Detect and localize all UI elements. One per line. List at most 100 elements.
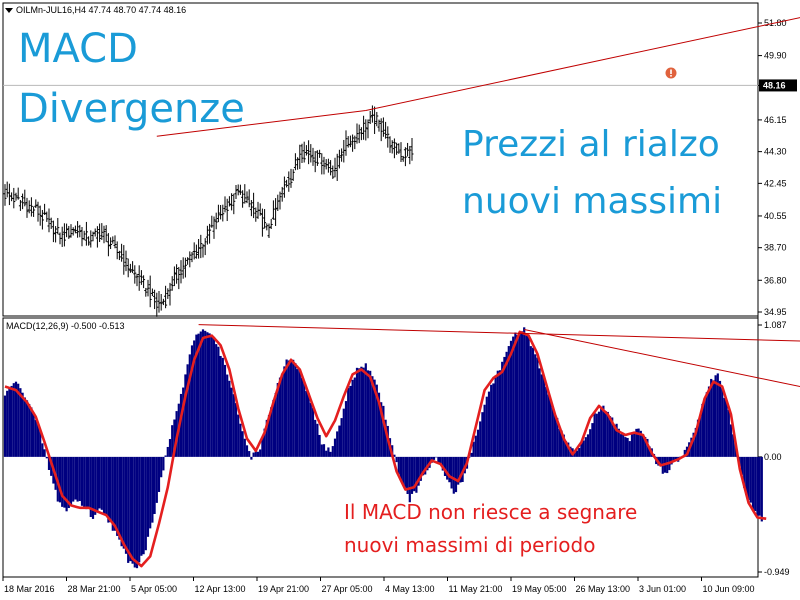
macd-bar [529,346,532,457]
macd-bar [595,413,598,457]
macd-bar [173,419,176,457]
candle [60,226,64,247]
macd-bar [204,330,207,457]
macd-bar [437,456,440,463]
macd-bar [597,411,601,457]
macd-bar [76,456,79,502]
macd-bar [534,354,537,457]
macd-bar [472,441,475,457]
macd-bar [21,392,24,457]
macd-bar [419,456,422,481]
macd-bar [12,383,15,457]
candle [311,147,315,166]
macd-bar [142,456,145,555]
candle [124,250,128,272]
macd-bar [329,451,332,457]
x-tick-label: 28 Mar 21:00 [68,584,121,594]
candle [401,155,405,162]
macd-bar [102,456,106,514]
macd-bar [182,387,185,457]
macd-histogram [3,327,763,569]
candle [102,225,106,244]
event-marker-dot [670,75,672,77]
macd-bar [353,377,356,457]
macd-bar [234,403,238,457]
candle [225,198,229,222]
macd-bar [362,367,365,457]
macd-bar [309,402,312,457]
candle [238,184,242,195]
macd-bar [382,405,385,457]
macd-bar [512,336,515,457]
price-tick-label: 40.55 [764,211,787,221]
candle [153,289,157,310]
candle [346,136,350,148]
macd-bar [448,456,451,483]
macd-bar [85,456,88,510]
macd-bar [340,418,343,457]
macd-bar [265,419,268,457]
macd-header: MACD(12,26,9) -0.500 -0.513 [6,321,125,331]
candle [82,230,86,241]
macd-bar [562,434,565,457]
macd-tick-label: -0.949 [764,567,790,577]
macd-bar [164,455,167,457]
macd-bar [179,393,183,457]
macd-trendline [524,328,800,388]
candle [157,291,161,313]
current-price-box [759,79,797,92]
macd-bar [435,456,438,458]
candle [168,282,172,306]
macd-bar [639,430,642,457]
candle [73,225,77,234]
macd-bar [476,429,480,457]
macd-bar [118,456,121,540]
macd-bar [311,407,315,457]
macd-bar [83,456,86,507]
macd-bar [325,450,328,457]
candle [111,236,115,244]
candle [392,138,396,159]
macd-bar [441,456,444,471]
current-price-label: 48.16 [763,80,786,90]
macd-bar [210,337,213,457]
x-axis: 18 Mar 2016 28 Mar 21:00 5 Apr 05:00 12 Apr… [2,577,755,594]
candle [298,144,302,170]
macd-bar [245,445,249,457]
macd-bar [91,456,95,519]
candle [109,237,113,249]
macd-bar [270,407,273,457]
macd-bar [94,456,97,515]
candle [386,126,390,148]
price-note-line-1: Prezzi al rialzo [462,124,720,165]
macd-bar [212,336,216,457]
macd-bar [190,345,194,457]
macd-bar [520,331,524,457]
macd-bar [254,451,257,457]
candle [95,226,99,248]
macd-trendline [198,324,800,342]
candle [243,184,247,204]
candle [324,159,328,170]
macd-bar [25,400,29,457]
candle [7,183,11,206]
macd-bar [641,434,645,457]
macd-bar [514,332,517,457]
candle [329,160,333,176]
candle [106,233,110,257]
macd-bar [415,456,418,493]
candle [287,171,291,192]
candle [355,123,359,144]
candle [274,198,278,226]
candle [232,193,236,215]
x-tick-label: 12 Apr 13:00 [195,584,246,594]
macd-bar [28,404,31,457]
symbol-dropdown-icon[interactable] [5,8,13,13]
candle [318,149,322,158]
macd-bar [487,391,491,457]
macd-bar [683,449,686,457]
candle [337,149,341,169]
macd-bar [111,456,114,531]
price-trendline [156,109,366,137]
macd-bar [166,446,169,457]
